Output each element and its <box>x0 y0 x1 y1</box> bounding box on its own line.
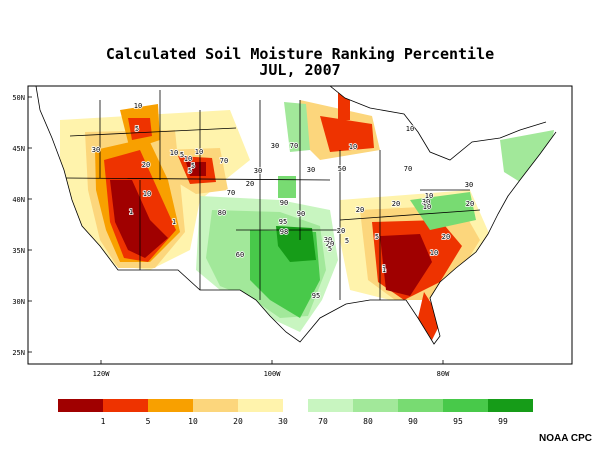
contour-label: 10 <box>170 149 178 157</box>
legend-label-dry: 5 <box>146 417 151 426</box>
contour-label: 70 <box>404 165 412 173</box>
contour-label: 20 <box>442 233 450 241</box>
legend-label-wet: 80 <box>363 417 373 426</box>
legend-label-wet: 70 <box>318 417 328 426</box>
legend-swatch-wet <box>353 399 398 412</box>
latitude-labels: 50N 45N 40N 35N 30N 25N <box>12 94 32 357</box>
contour-label: 80 <box>218 209 226 217</box>
contour-label: 5 <box>180 151 184 159</box>
contour-label: 10 <box>195 148 203 156</box>
contour-label: 50 <box>338 165 346 173</box>
lat-label: 40N <box>12 196 25 204</box>
legend-swatch-dry <box>103 399 148 412</box>
contour-label: 98 <box>280 228 288 236</box>
lat-label: 25N <box>12 349 25 357</box>
contour-label: 1 <box>382 266 386 274</box>
map-subtitle: JUL, 2007 <box>259 61 341 79</box>
contour-label: 30 <box>422 198 430 206</box>
legend-label-dry: 30 <box>278 417 288 426</box>
contour-label: 30 <box>92 146 100 154</box>
legend-label-dry: 1 <box>101 417 106 426</box>
contour-label: 5 <box>188 167 192 175</box>
lon-label: 120W <box>93 370 111 378</box>
lat-label: 45N <box>12 145 25 153</box>
contour-label: 95 <box>312 292 320 300</box>
contour-label: 1 <box>382 264 386 272</box>
contour-label: 30 <box>324 236 332 244</box>
contour-label: 10 <box>184 155 192 163</box>
contour-label: 30 <box>254 167 262 175</box>
contour-label: 90 <box>280 199 288 207</box>
contour-label: 90 <box>297 210 305 218</box>
lat-label: 30N <box>12 298 25 306</box>
legend-swatch-dry <box>238 399 283 412</box>
legend-swatch-wet <box>488 399 533 412</box>
state-boundaries <box>35 86 557 345</box>
contour-label: 20 <box>142 161 150 169</box>
contour-label: 70 <box>220 157 228 165</box>
contour-label: 5 <box>375 233 379 241</box>
lat-label: 35N <box>12 247 25 255</box>
lon-label: 80W <box>437 370 450 378</box>
legend-label-wet: 95 <box>453 417 463 426</box>
contour-label: 10 <box>430 249 438 257</box>
contour-label: 5 <box>345 237 349 245</box>
contour-label: 20 <box>246 180 254 188</box>
legend: 1 5 10 20 30 70 80 90 95 99 <box>58 399 533 426</box>
contour-label: 1 <box>172 218 176 226</box>
contour-label: 5 <box>191 162 195 170</box>
contour-label: 10 <box>423 203 431 211</box>
legend-label-wet: 90 <box>408 417 418 426</box>
legend-swatch-dry <box>148 399 193 412</box>
map-title: Calculated Soil Moisture Ranking Percent… <box>105 45 495 63</box>
contour-label: 70 <box>227 189 235 197</box>
contour-label: 30 <box>307 166 315 174</box>
legend-swatch-wet <box>443 399 488 412</box>
contour-label: 10 <box>143 190 151 198</box>
contour-label: 10 <box>134 102 142 110</box>
contour-label: 20 <box>326 240 334 248</box>
contour-label: 5 <box>328 245 332 253</box>
contour-label: 95 <box>279 218 287 226</box>
contour-label: 1 <box>129 208 133 216</box>
legend-swatch-wet <box>398 399 443 412</box>
contour-label: 60 <box>236 251 244 259</box>
contour-label: 20 <box>466 200 474 208</box>
credit-label: NOAA CPC <box>539 433 592 444</box>
contour-label: 10 <box>425 192 433 200</box>
contour-label: 30 <box>465 181 473 189</box>
contour-label: 30 <box>271 142 279 150</box>
longitude-labels: 120W 100W 80W <box>93 360 450 378</box>
contour-label: 70 <box>290 142 298 150</box>
contour-label: 20 <box>337 227 345 235</box>
legend-label-dry: 20 <box>233 417 243 426</box>
legend-swatch-wet <box>308 399 353 412</box>
legend-label-dry: 10 <box>188 417 198 426</box>
legend-swatch-dry <box>193 399 238 412</box>
contour-label: 10 <box>349 143 357 151</box>
contour-label: 20 <box>392 200 400 208</box>
contour-label: 10 <box>406 125 414 133</box>
map-frame <box>27 85 573 365</box>
legend-swatch-dry <box>58 399 103 412</box>
lon-label: 100W <box>264 370 282 378</box>
legend-label-wet: 99 <box>498 417 508 426</box>
lat-label: 50N <box>12 94 25 102</box>
contour-label: 5 <box>135 125 139 133</box>
contour-label: 20 <box>356 206 364 214</box>
